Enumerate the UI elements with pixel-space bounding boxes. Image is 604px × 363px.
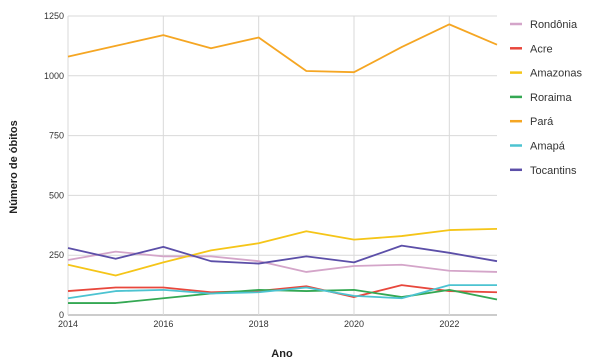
x-tick-label: 2016: [153, 319, 173, 329]
x-tick-label: 2018: [249, 319, 269, 329]
legend-label: Rondônia: [530, 19, 578, 31]
y-tick-label: 500: [49, 190, 64, 200]
legend-label: Acre: [530, 43, 553, 55]
legend-label: Amapá: [530, 141, 566, 153]
y-tick-label: 0: [59, 310, 64, 320]
x-tick-label: 2020: [344, 319, 364, 329]
series-line: [67, 250, 498, 273]
series-line: [67, 227, 498, 277]
legend-label: Roraima: [530, 92, 572, 104]
y-axis-title: Número de óbitos: [8, 120, 20, 214]
series-line: [67, 284, 497, 300]
x-axis-title: Ano: [271, 348, 293, 360]
y-tick-label: 750: [49, 131, 64, 141]
legend-label: Tocantins: [530, 165, 577, 177]
series-line: [68, 288, 498, 304]
legend-label: Pará: [530, 116, 554, 128]
legend-label: Amazonas: [530, 68, 582, 80]
axis-ticks: 0 250 500 750 1000 1250 2014 2016 2018 2020 2022: [44, 11, 459, 329]
series-line: [67, 23, 498, 74]
y-tick-label: 1250: [44, 11, 64, 21]
x-tick-label: 2014: [58, 319, 78, 329]
series-line: [67, 244, 498, 265]
x-tick-label: 2022: [439, 319, 459, 329]
legend: Rondônia Acre Amazonas Roraima Pará Amapá Toca…: [510, 19, 582, 177]
y-tick-label: 1000: [44, 71, 64, 81]
series-lines: [67, 23, 498, 304]
y-tick-label: 250: [49, 250, 64, 260]
series-line: [67, 284, 498, 298]
